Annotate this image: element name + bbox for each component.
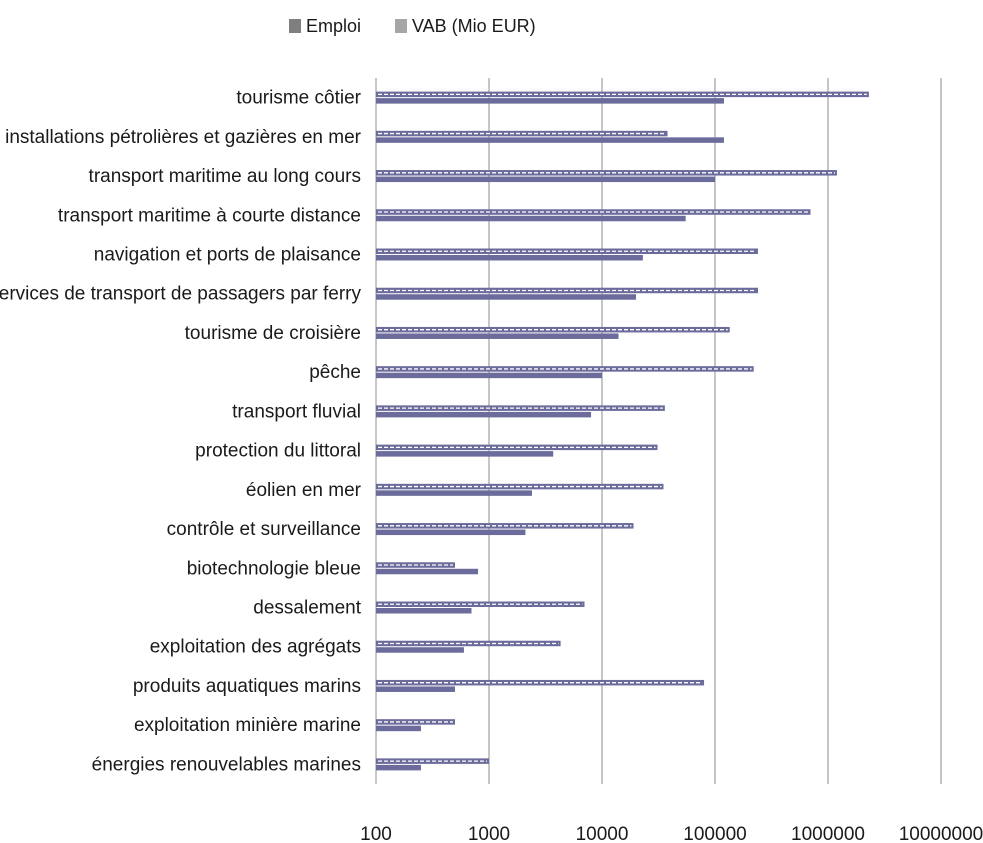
x-axis-tick-labels: 100 1000 10000 100000 1000000 10000000 [360,824,983,843]
x-tick-label-1000: 1000 [468,824,510,843]
category-label-tourisme-cotier: tourisme côtier [236,88,361,109]
category-label-exploitation-des-agregats: exploitation des agrégats [150,637,361,658]
bars [376,91,869,771]
category-label-biotechnologie-bleue: biotechnologie bleue [187,558,361,579]
bar-vab-installations-petrolieres-et-gazieres-en-mer [376,137,724,143]
bar-emploi-installations-petrolieres-et-gazieres-en-mer [376,130,668,137]
category-labels: tourisme côtier installations pétrolières… [0,88,362,776]
category-label-navigation-et-ports-de-plaisance: navigation et ports de plaisance [94,245,361,266]
x-tick-label-10000: 10000 [576,824,629,843]
category-label-produits-aquatiques-marins: produits aquatiques marins [133,676,361,697]
legend-swatch-emploi [289,19,301,33]
bar-emploi-transport-maritime-a-courte-distance [376,209,811,215]
legend-label-vab: VAB (Mio EUR) [412,16,536,36]
bar-vab-transport-fluvial [376,411,592,418]
category-label-transport-maritime-au-long-cours: transport maritime au long cours [89,166,361,187]
bar-vab-eolien-en-mer [376,490,532,496]
category-label-dessalement: dessalement [253,598,361,619]
gridlines [375,78,942,784]
bar-vab-tourisme-de-croisiere [376,333,619,339]
category-label-installations-petrolieres-et-gazieres-en-mer: installations pétrolières et gazières en… [5,127,362,148]
category-label-controle-et-surveillance: contrôle et surveillance [167,519,361,540]
bar-vab-transport-maritime-a-courte-distance [376,215,686,222]
bar-vab-navigation-et-ports-de-plaisance [376,255,643,261]
legend-swatch-vab [395,19,407,33]
x-tick-label-100000: 100000 [683,824,746,843]
bar-vab-produits-aquatiques-marins [376,686,455,692]
bar-emploi-tourisme-cotier [376,91,869,98]
x-tick-label-10000000: 10000000 [899,824,983,843]
bar-vab-protection-du-littoral [376,451,554,457]
bar-vab-exploitation-des-agregats [376,647,464,653]
bar-vab-tourisme-cotier [376,98,724,104]
x-tick-label-1000000: 1000000 [791,824,865,843]
bar-vab-transport-maritime-au-long-cours [376,176,715,183]
bar-vab-controle-et-surveillance [376,529,526,536]
legend-label-emploi: Emploi [306,16,361,36]
bar-vab-dessalement [376,608,472,614]
category-label-peche: pêche [309,362,361,383]
bar-vab-energies-renouvelables-marines [376,764,421,771]
x-tick-label-100: 100 [360,824,392,843]
category-label-tourisme-de-croisiere: tourisme de croisière [185,323,361,344]
bar-emploi-transport-fluvial [376,405,665,411]
category-label-transport-fluvial: transport fluvial [232,401,361,422]
category-label-energies-renouvelables-marines: énergies renouvelables marines [92,754,361,775]
legend: Emploi VAB (Mio EUR) [289,16,536,36]
category-label-protection-du-littoral: protection du littoral [195,441,361,462]
bar-vab-services-de-transport-de-passagers-par-ferry [376,294,637,300]
bar-vab-biotechnologie-bleue [376,568,479,575]
category-label-exploitation-miniere-marine: exploitation minière marine [134,715,361,736]
category-label-services-de-transport-de-passagers-par-ferry: services de transport de passagers par f… [0,284,361,305]
category-label-transport-maritime-a-courte-distance: transport maritime à courte distance [58,205,361,226]
bar-vab-exploitation-miniere-marine [376,725,421,732]
bar-vab-peche [376,372,602,379]
category-label-eolien-en-mer: éolien en mer [246,480,362,501]
